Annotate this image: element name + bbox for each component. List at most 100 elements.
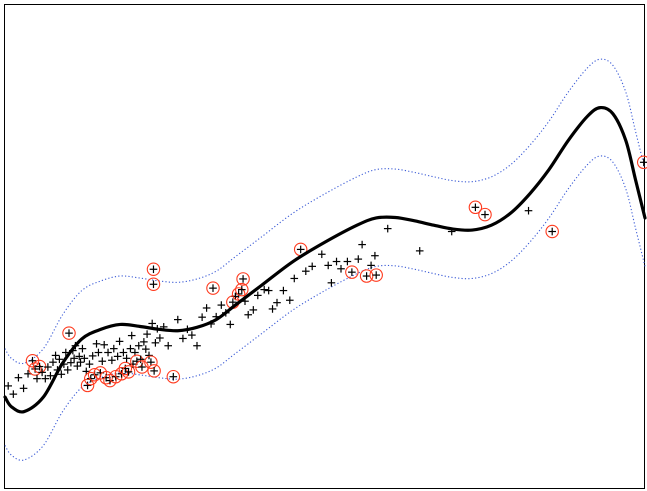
data-point <box>55 355 64 364</box>
data-point <box>46 371 55 380</box>
data-point <box>9 390 18 398</box>
data-point <box>327 279 336 287</box>
support-vector-ring <box>236 272 250 286</box>
data-point <box>19 384 28 393</box>
data-point <box>75 352 84 361</box>
support-vector-ring <box>345 265 359 279</box>
data-point <box>343 257 352 266</box>
data-point <box>88 352 97 360</box>
support-vector-point <box>545 224 559 239</box>
support-vector-ring <box>235 282 249 297</box>
support-vector-ring <box>146 262 161 277</box>
data-point <box>70 354 78 363</box>
support-vector-point <box>135 360 149 374</box>
data-point <box>273 298 281 307</box>
support-vector-point <box>121 365 136 379</box>
data-point <box>122 354 131 363</box>
data-point <box>302 267 310 275</box>
support-vector-point <box>478 207 492 222</box>
support-vector-ring <box>62 326 76 340</box>
support-vector-point <box>345 265 359 279</box>
support-vector-point <box>359 269 374 283</box>
support-vector-ring <box>118 361 133 376</box>
data-point <box>134 341 143 350</box>
data-point <box>254 291 262 300</box>
data-point <box>92 340 101 348</box>
fit-curve-layer <box>3 105 647 414</box>
data-point <box>78 344 87 353</box>
data-point <box>145 351 153 360</box>
support-vector-ring <box>468 200 483 215</box>
support-vector-point <box>80 378 95 393</box>
data-point <box>524 206 533 215</box>
data-point <box>383 224 392 233</box>
data-point <box>286 296 294 305</box>
data-point <box>44 363 52 371</box>
data-point <box>140 338 148 346</box>
support-vector-point <box>468 200 483 215</box>
support-vector-point <box>144 355 158 369</box>
data-point <box>51 351 60 360</box>
support-vector-ring <box>478 207 492 222</box>
data-point <box>49 358 57 366</box>
support-vector-ring <box>359 269 374 283</box>
data-point <box>226 320 235 329</box>
data-point <box>73 362 82 370</box>
data-point <box>264 286 273 295</box>
data-point <box>67 358 75 367</box>
data-point <box>94 348 103 357</box>
support-vector-ring <box>545 224 559 239</box>
data-point <box>217 301 226 309</box>
data-point <box>179 334 187 343</box>
support-vector-point <box>236 272 250 286</box>
data-point <box>174 315 182 324</box>
data-point <box>136 355 145 364</box>
support-vector-ring <box>147 364 161 378</box>
data-point <box>202 304 211 312</box>
support-vector-ring <box>144 355 158 369</box>
data-point <box>41 374 50 383</box>
data-point <box>80 354 89 363</box>
data-point <box>324 261 332 270</box>
support-vector-point <box>231 287 246 301</box>
support-vector-point <box>235 282 249 297</box>
data-point <box>100 340 108 349</box>
data-point <box>38 368 46 377</box>
data-point <box>104 348 112 357</box>
support-vector-point <box>166 369 181 384</box>
data-point <box>126 344 135 353</box>
data-point <box>332 257 341 266</box>
support-vector-point <box>636 155 647 170</box>
data-point <box>119 348 128 357</box>
data-point <box>371 251 379 260</box>
data-point <box>279 286 288 295</box>
support-vector-point <box>62 326 76 340</box>
data-point <box>4 382 12 390</box>
support-vector-ring <box>166 369 181 384</box>
support-vector-point <box>206 281 220 295</box>
data-point <box>193 341 201 350</box>
plot-frame <box>4 4 645 489</box>
data-point <box>85 360 94 368</box>
data-point <box>33 374 41 383</box>
data-point <box>110 344 118 353</box>
data-point <box>308 262 316 271</box>
support-vector-ring <box>146 277 161 292</box>
confidence-band-layer <box>4 58 646 461</box>
support-vector-point <box>369 268 383 282</box>
data-point <box>14 373 23 382</box>
data-point <box>113 352 122 361</box>
data-point <box>143 330 151 338</box>
data-point <box>367 261 375 270</box>
data-point <box>244 310 252 319</box>
data-point <box>115 337 124 346</box>
support-vector-ring <box>121 365 136 379</box>
data-point <box>198 313 206 321</box>
data-point <box>151 339 160 347</box>
data-point <box>337 264 345 273</box>
data-point <box>249 306 258 314</box>
data-point <box>108 356 116 365</box>
data-point <box>142 345 150 353</box>
